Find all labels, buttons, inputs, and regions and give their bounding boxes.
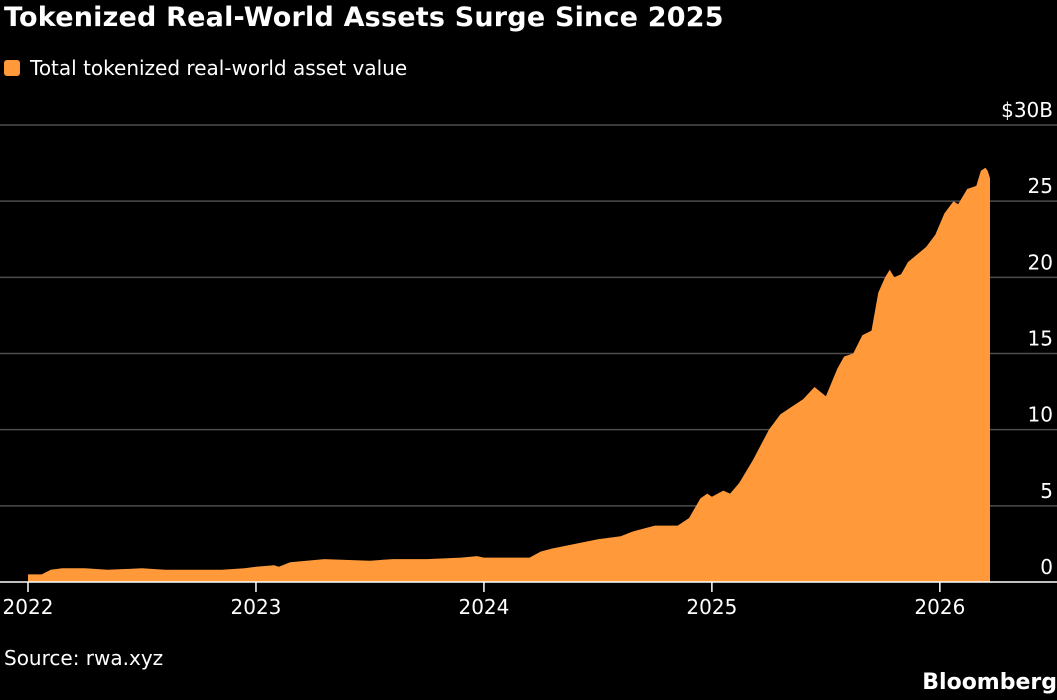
y-tick-label-25: 25	[1028, 174, 1053, 198]
y-tick-label-5: 5	[1040, 479, 1053, 503]
legend-label: Total tokenized real-world asset value	[30, 56, 408, 80]
y-axis-labels: 0 5 10 15 20 25 $30B	[1001, 98, 1053, 579]
x-tick-label-2024: 2024	[458, 595, 509, 619]
x-tick-label-2026: 2026	[914, 595, 965, 619]
y-tick-label-20: 20	[1028, 250, 1053, 274]
x-tick-label-2023: 2023	[231, 595, 282, 619]
y-tick-label-30: $30B	[1001, 98, 1053, 122]
y-tick-label-15: 15	[1028, 327, 1053, 351]
series-area	[28, 167, 990, 582]
x-axis-labels: 2022 2023 2024 2025 2026	[3, 595, 966, 619]
legend: Total tokenized real-world asset value	[4, 56, 407, 80]
y-tick-label-10: 10	[1028, 403, 1053, 427]
y-tick-label-0: 0	[1040, 555, 1053, 579]
source-note: Source: rwa.xyz	[4, 646, 164, 670]
area-series	[28, 167, 990, 582]
legend-swatch	[4, 60, 20, 76]
x-tick-label-2025: 2025	[686, 595, 737, 619]
brand-logo: Bloomberg	[922, 670, 1057, 695]
x-axis	[0, 581, 1057, 592]
x-tick-label-2022: 2022	[3, 595, 54, 619]
chart-title: Tokenized Real-World Assets Surge Since …	[4, 2, 724, 33]
